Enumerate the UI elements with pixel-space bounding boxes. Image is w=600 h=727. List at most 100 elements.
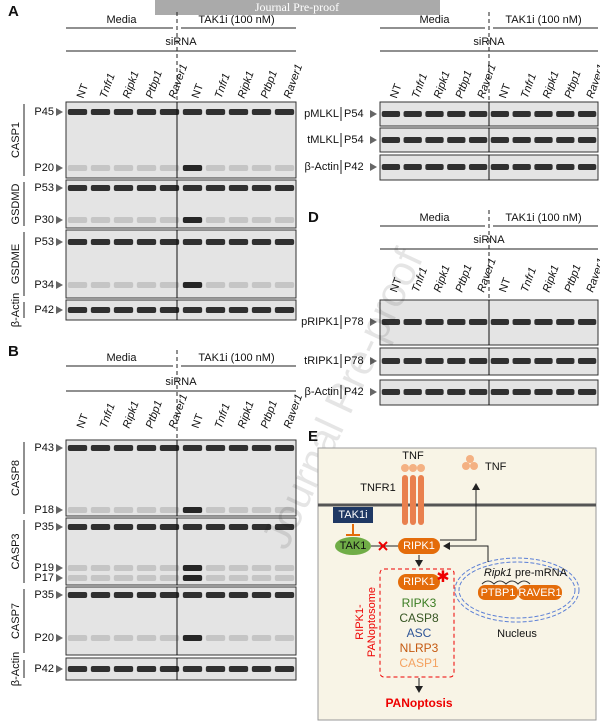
marker-arrow: [56, 634, 63, 642]
condition-label: Media: [420, 212, 451, 224]
band: [159, 445, 180, 451]
lane-label: Tnfr1: [98, 402, 118, 430]
complex-core: [398, 574, 440, 590]
band: [490, 358, 510, 364]
band: [447, 358, 466, 364]
band: [228, 217, 249, 223]
band: [228, 575, 249, 581]
receptor: [402, 475, 408, 525]
band: [113, 282, 134, 288]
band: [205, 165, 226, 171]
band: [182, 307, 203, 313]
condition-label: TAK1i (100 nM): [505, 14, 581, 26]
band: [534, 389, 553, 395]
band: [136, 445, 157, 451]
band: [67, 524, 88, 530]
band: [274, 666, 295, 672]
band: [67, 592, 88, 598]
band: [90, 592, 111, 598]
mrna: [481, 580, 531, 585]
band: [403, 111, 422, 117]
marker-label: P43: [34, 442, 54, 454]
protein-label: CASP3: [10, 533, 22, 569]
band: [90, 307, 111, 313]
band: [274, 239, 295, 245]
lane-label: Ripk1: [121, 399, 142, 430]
band: [90, 239, 111, 245]
band: [447, 111, 466, 117]
marker-label: P54: [344, 108, 364, 120]
band: [67, 109, 88, 115]
band: [274, 307, 295, 313]
band: [205, 217, 226, 223]
band: [274, 575, 295, 581]
band: [228, 666, 249, 672]
marker-label: P78: [344, 355, 364, 367]
lane-label: NT: [75, 82, 91, 100]
band: [113, 185, 134, 191]
band: [205, 524, 226, 530]
marker-label: P53: [34, 182, 54, 194]
band: [425, 164, 444, 170]
tnf-ligand: [401, 464, 409, 472]
marker-label: P20: [34, 162, 54, 174]
tnf-ligand: [409, 464, 417, 472]
band: [90, 185, 111, 191]
band: [274, 282, 295, 288]
ripk1: [398, 538, 440, 554]
ripk1-label: RIPK1: [403, 540, 435, 552]
band: [90, 507, 111, 513]
lane-label: Ptbp1: [454, 69, 475, 100]
band: [136, 575, 157, 581]
band: [136, 592, 157, 598]
band: [182, 109, 203, 115]
lane-label: Ptbp1: [259, 399, 280, 430]
band: [182, 565, 203, 571]
band: [159, 217, 180, 223]
band: [425, 389, 444, 395]
band: [251, 282, 272, 288]
marker-arrow: [56, 238, 63, 246]
protein-label: β-Actin: [10, 293, 22, 327]
nucleus-inner: [458, 561, 576, 619]
band: [90, 445, 111, 451]
band: [403, 137, 422, 143]
band: [251, 635, 272, 641]
complex-core-label: RIPK1: [403, 576, 435, 588]
protein-label: β-Actin: [10, 652, 22, 686]
band: [67, 185, 88, 191]
lane-label: NT: [75, 412, 91, 430]
band: [90, 565, 111, 571]
nucleus: [454, 557, 580, 623]
protein-label: tRIPK1: [304, 355, 339, 367]
lane-label: NT: [190, 412, 206, 430]
band: [468, 137, 488, 143]
band: [159, 666, 180, 672]
lane-label: NT: [190, 82, 206, 100]
tak1: [335, 537, 371, 555]
band: [512, 137, 531, 143]
band: [159, 635, 180, 641]
band: [251, 666, 272, 672]
band: [556, 319, 575, 325]
band: [67, 507, 88, 513]
panel-letter: B: [8, 343, 19, 360]
blot: [65, 299, 297, 321]
complex-box: [379, 568, 455, 678]
tnf-label: TNF: [402, 450, 424, 462]
band: [136, 307, 157, 313]
band: [90, 635, 111, 641]
marker-label: P42: [34, 663, 54, 675]
ptbp1: [478, 585, 518, 600]
band: [136, 185, 157, 191]
band: [534, 137, 553, 143]
band: [274, 217, 295, 223]
band: [113, 307, 134, 313]
lane-label: Raver1: [584, 63, 600, 100]
band: [251, 575, 272, 581]
band: [425, 319, 444, 325]
band: [251, 592, 272, 598]
band: [425, 111, 444, 117]
band: [205, 666, 226, 672]
